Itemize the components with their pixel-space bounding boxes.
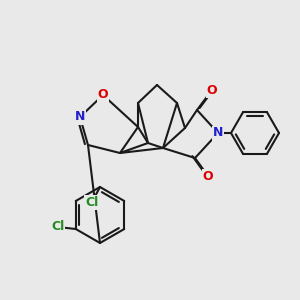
Text: Cl: Cl — [85, 196, 99, 208]
Text: N: N — [213, 127, 223, 140]
Text: Cl: Cl — [51, 220, 64, 233]
Text: O: O — [203, 169, 213, 182]
Text: N: N — [75, 110, 85, 124]
Text: O: O — [98, 88, 108, 101]
Text: O: O — [207, 83, 217, 97]
